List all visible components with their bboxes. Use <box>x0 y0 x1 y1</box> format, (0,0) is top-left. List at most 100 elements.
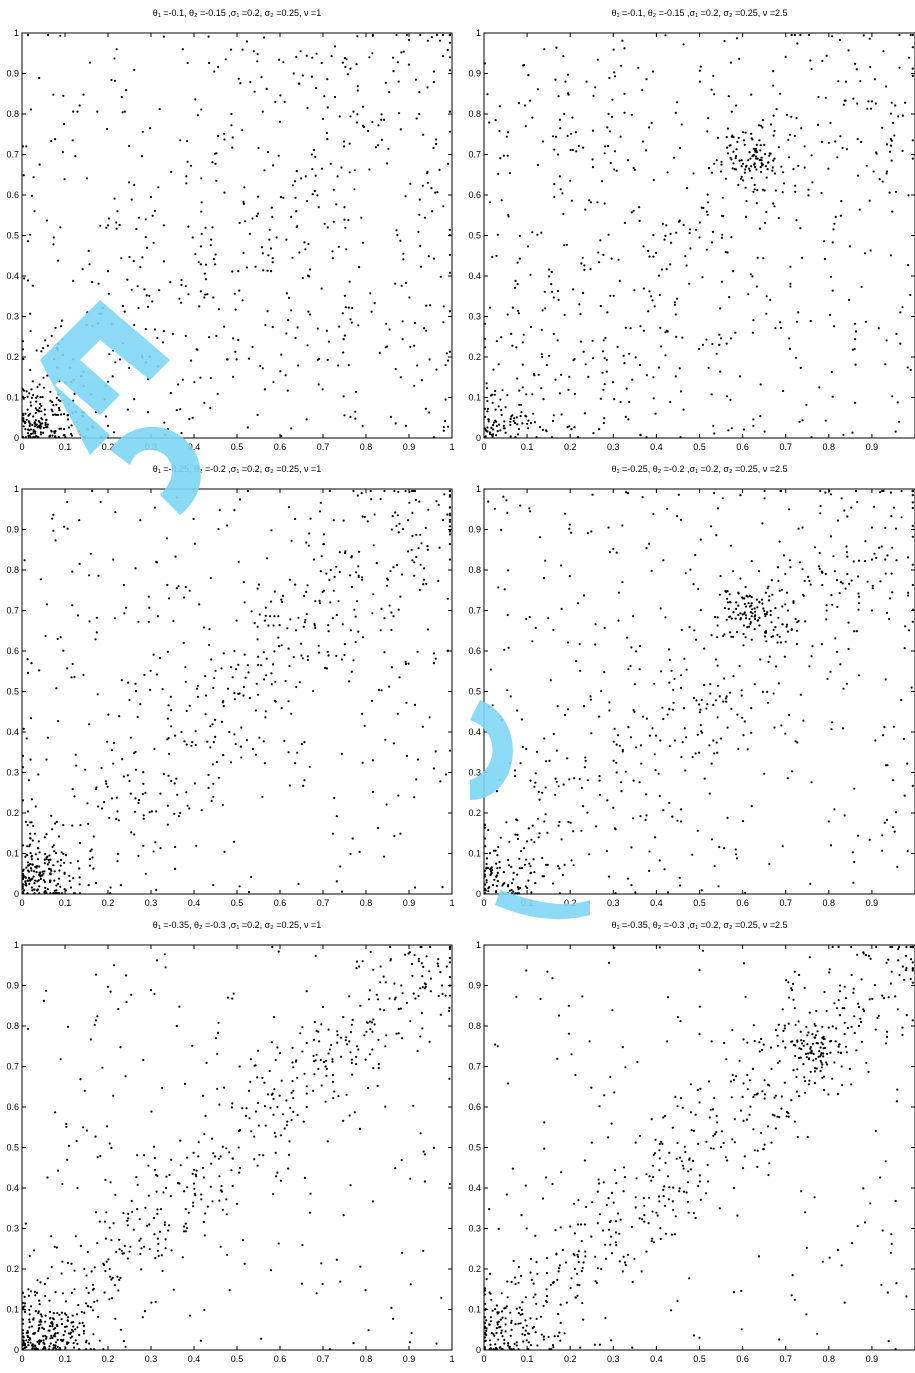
data-point <box>254 1110 257 1113</box>
data-point <box>485 879 488 882</box>
data-point <box>369 292 372 295</box>
data-point <box>867 954 871 958</box>
data-point <box>501 884 504 887</box>
data-point <box>505 499 508 502</box>
data-point <box>894 190 898 193</box>
data-point <box>56 1325 59 1328</box>
data-point <box>581 1266 584 1269</box>
data-point <box>312 148 316 152</box>
data-point <box>497 363 500 366</box>
data-point <box>21 844 24 847</box>
data-point <box>842 687 845 690</box>
data-point <box>400 1159 403 1162</box>
data-point <box>494 119 497 122</box>
data-point <box>843 1033 846 1036</box>
data-point <box>231 997 234 1000</box>
data-point <box>297 82 300 85</box>
data-point <box>81 268 84 271</box>
data-point <box>166 823 169 826</box>
data-point <box>512 1259 515 1262</box>
data-point <box>214 1037 217 1040</box>
data-point <box>51 845 54 849</box>
data-point <box>368 56 371 59</box>
data-point <box>39 875 42 878</box>
data-point <box>270 206 273 209</box>
data-point <box>810 781 813 784</box>
data-point <box>685 264 688 267</box>
data-point <box>679 686 683 690</box>
data-point <box>839 135 842 138</box>
data-point <box>221 803 224 807</box>
data-point <box>278 1094 281 1097</box>
data-point <box>254 753 257 756</box>
data-point <box>894 104 897 107</box>
data-point <box>160 1254 163 1257</box>
data-point <box>185 175 188 178</box>
data-point <box>361 960 364 963</box>
data-point <box>245 266 248 269</box>
data-point <box>25 390 28 393</box>
data-point <box>164 1238 167 1241</box>
data-point <box>505 135 508 138</box>
data-point <box>857 174 860 177</box>
data-point <box>163 421 166 424</box>
data-point <box>496 854 499 857</box>
data-point <box>294 336 297 340</box>
data-point <box>81 1321 84 1324</box>
data-point <box>79 1244 82 1247</box>
data-point <box>514 1323 517 1326</box>
data-point <box>439 780 442 783</box>
data-point <box>613 71 616 74</box>
data-point <box>797 619 800 623</box>
data-point <box>82 415 85 418</box>
data-point <box>348 280 351 283</box>
data-point <box>574 131 577 134</box>
data-point <box>844 80 848 83</box>
data-point <box>445 352 448 355</box>
data-point <box>778 1116 781 1119</box>
data-point <box>903 794 906 797</box>
data-point <box>152 1145 156 1148</box>
data-point <box>366 1021 369 1024</box>
data-point <box>507 1082 510 1085</box>
data-point <box>753 163 756 166</box>
data-point <box>668 707 671 711</box>
data-point <box>788 133 792 136</box>
panel-6: θ₁ =-0.35, θ₂ =-0.3 ,σ₁ =0.2, σ₂ =0.25, … <box>468 920 915 1364</box>
data-point <box>513 775 517 778</box>
data-point <box>729 631 732 634</box>
data-point <box>349 852 352 856</box>
data-point <box>448 110 451 113</box>
data-point <box>701 276 704 279</box>
data-point <box>52 236 55 239</box>
data-point <box>344 306 347 309</box>
data-point <box>89 850 92 853</box>
data-point <box>532 1296 535 1299</box>
data-point <box>753 188 756 191</box>
data-point <box>730 110 733 113</box>
data-point <box>630 211 633 214</box>
data-point <box>66 1316 70 1319</box>
data-point <box>63 413 66 416</box>
data-point <box>401 338 404 341</box>
data-point <box>54 1291 57 1294</box>
data-point <box>417 230 420 233</box>
data-point <box>350 670 353 673</box>
data-point <box>676 101 679 104</box>
data-point <box>801 419 804 422</box>
data-point <box>63 525 66 528</box>
data-point <box>23 1346 26 1350</box>
data-point <box>588 1040 591 1043</box>
data-point <box>749 611 752 614</box>
data-point <box>370 1021 374 1024</box>
data-point <box>63 1325 67 1328</box>
data-point <box>870 609 874 612</box>
data-point <box>786 777 790 780</box>
data-point <box>620 64 623 67</box>
data-point <box>895 332 898 335</box>
data-point <box>167 737 170 740</box>
data-point <box>679 884 682 887</box>
data-point <box>811 645 814 648</box>
data-point <box>67 1144 70 1147</box>
data-point <box>112 964 116 967</box>
